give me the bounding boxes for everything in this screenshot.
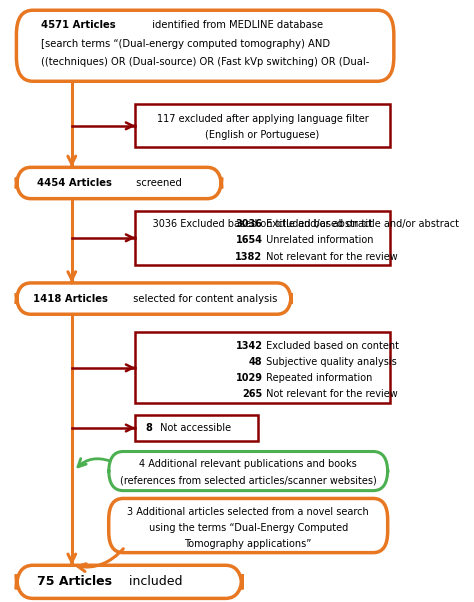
Bar — [136, 211, 390, 265]
Text: 8: 8 — [146, 423, 153, 433]
Text: 75 Articles: 75 Articles — [37, 576, 112, 588]
Text: Tomography applications”: Tomography applications” — [184, 539, 312, 549]
Text: Excluded based on title and/or abstract: Excluded based on title and/or abstract — [263, 219, 458, 229]
Text: Subjective quality analysis: Subjective quality analysis — [263, 357, 396, 367]
Text: 4454 Articles: 4454 Articles — [37, 178, 112, 188]
Text: screened: screened — [133, 178, 182, 188]
Bar — [136, 104, 390, 147]
Text: selected for content analysis: selected for content analysis — [130, 294, 277, 303]
Text: Not relevant for the review: Not relevant for the review — [263, 389, 397, 400]
Text: Excluded based on content: Excluded based on content — [263, 341, 399, 351]
Text: Not accessible: Not accessible — [157, 423, 231, 433]
Text: Repeated information: Repeated information — [263, 373, 372, 383]
Text: using the terms “Dual-Energy Computed: using the terms “Dual-Energy Computed — [148, 523, 348, 533]
Text: 3036 Excluded based on title and/or abstract: 3036 Excluded based on title and/or abst… — [152, 219, 374, 229]
Text: Unrelated information: Unrelated information — [263, 235, 373, 246]
Text: 1029: 1029 — [236, 373, 263, 383]
Text: 265: 265 — [242, 389, 263, 400]
Text: ((techniques) OR (Dual-source) OR (Fast kVp switching) OR (Dual-: ((techniques) OR (Dual-source) OR (Fast … — [41, 57, 369, 67]
FancyBboxPatch shape — [17, 283, 292, 314]
Bar — [136, 415, 258, 441]
Text: 1418 Articles: 1418 Articles — [33, 294, 108, 303]
Text: 3036: 3036 — [236, 219, 263, 229]
Text: 1342: 1342 — [236, 341, 263, 351]
FancyBboxPatch shape — [109, 452, 388, 491]
Text: [search terms “(Dual-energy computed tomography) AND: [search terms “(Dual-energy computed tom… — [41, 39, 330, 49]
FancyBboxPatch shape — [17, 10, 394, 81]
FancyBboxPatch shape — [109, 498, 388, 553]
FancyBboxPatch shape — [17, 167, 221, 199]
Text: 1654: 1654 — [236, 235, 263, 246]
Bar — [136, 332, 390, 403]
Text: (references from selected articles/scanner websites): (references from selected articles/scann… — [120, 475, 376, 485]
Text: 4571 Articles: 4571 Articles — [41, 20, 116, 31]
Text: (English or Portuguese): (English or Portuguese) — [205, 130, 319, 140]
FancyBboxPatch shape — [17, 565, 242, 598]
Text: 3 Additional articles selected from a novel search: 3 Additional articles selected from a no… — [128, 507, 369, 518]
Text: 117 excluded after applying language filter: 117 excluded after applying language fil… — [157, 114, 368, 123]
Text: 48: 48 — [249, 357, 263, 367]
Text: 1382: 1382 — [236, 252, 263, 262]
Text: included: included — [125, 576, 182, 588]
Text: identified from MEDLINE database: identified from MEDLINE database — [149, 20, 323, 31]
Text: Not relevant for the review: Not relevant for the review — [263, 252, 397, 262]
Text: 4 Additional relevant publications and books: 4 Additional relevant publications and b… — [139, 459, 357, 469]
